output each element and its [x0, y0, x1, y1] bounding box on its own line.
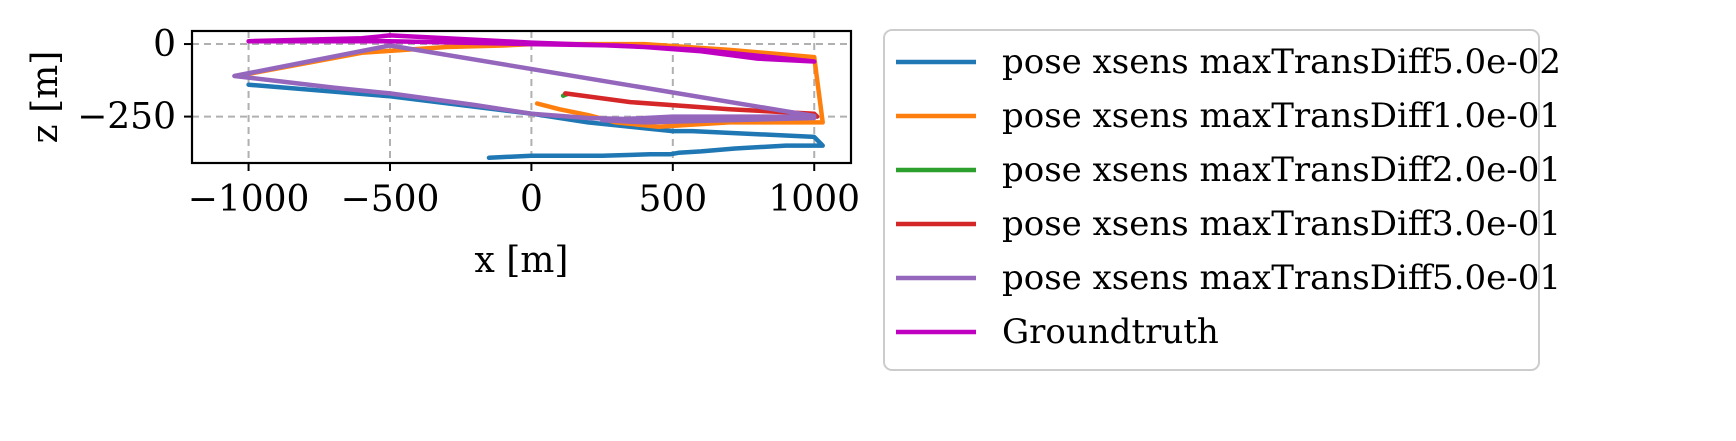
y-axis-label: z [m] [25, 51, 66, 144]
x-tick-label: 500 [638, 179, 707, 220]
legend-label-1: pose xsens maxTransDiff1.0e-01 [1002, 96, 1561, 136]
legend-label-2: pose xsens maxTransDiff2.0e-01 [1002, 150, 1561, 190]
x-tick-label: −1000 [188, 179, 310, 220]
x-tick-label: 0 [520, 179, 543, 220]
series-lines [232, 33, 825, 161]
legend-label-0: pose xsens maxTransDiff5.0e-02 [1002, 42, 1561, 82]
y-tick-label: 0 [153, 24, 176, 65]
x-tick-label: 1000 [768, 179, 860, 220]
legend-label-3: pose xsens maxTransDiff3.0e-01 [1002, 204, 1561, 244]
x-axis-label: x [m] [475, 240, 569, 281]
y-tick-label: −250 [77, 97, 176, 138]
legend-label-5: Groundtruth [1002, 312, 1219, 352]
series-line-5 [246, 33, 817, 64]
legend-label-4: pose xsens maxTransDiff5.0e-01 [1002, 258, 1561, 298]
series-line-4 [232, 43, 817, 125]
series-line-0 [246, 82, 825, 161]
plot-frame [190, 29, 853, 165]
x-tick-label: −500 [341, 179, 440, 220]
legend: pose xsens maxTransDiff5.0e-02 pose xsens… [883, 29, 1561, 371]
axis-ticks: −1000 −500 0 500 1000 0 −250 [77, 24, 860, 220]
legend-box [883, 29, 1540, 371]
